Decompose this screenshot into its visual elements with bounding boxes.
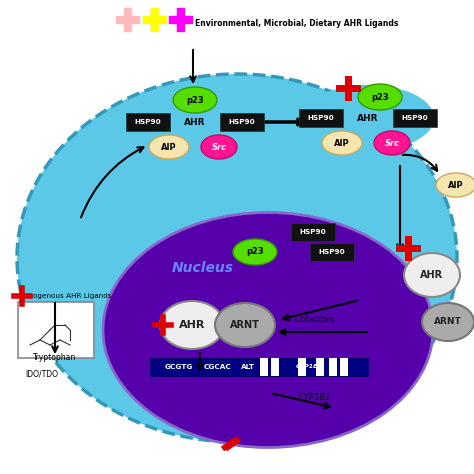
Bar bbox=[18, 302, 94, 358]
Ellipse shape bbox=[322, 131, 362, 155]
Text: Src: Src bbox=[211, 143, 227, 152]
Ellipse shape bbox=[215, 303, 275, 347]
Bar bbox=[299, 109, 343, 127]
Text: ARNT: ARNT bbox=[434, 318, 462, 327]
Ellipse shape bbox=[17, 74, 457, 442]
Bar bbox=[126, 113, 170, 131]
Bar bbox=[298, 358, 306, 376]
Ellipse shape bbox=[201, 135, 237, 159]
Ellipse shape bbox=[436, 173, 474, 197]
Text: CYP1B1: CYP1B1 bbox=[295, 365, 323, 370]
Text: CYP1B1: CYP1B1 bbox=[299, 393, 331, 402]
Text: ALT: ALT bbox=[241, 364, 255, 370]
Text: p23: p23 bbox=[246, 247, 264, 256]
Bar bbox=[310, 243, 354, 261]
Text: AHR: AHR bbox=[357, 113, 379, 122]
Text: HSP90: HSP90 bbox=[319, 249, 346, 255]
Text: AHR: AHR bbox=[184, 118, 206, 127]
Ellipse shape bbox=[160, 301, 224, 349]
Text: AIP: AIP bbox=[334, 138, 350, 147]
Bar bbox=[316, 358, 324, 376]
Ellipse shape bbox=[358, 84, 402, 110]
Text: p23: p23 bbox=[186, 95, 204, 104]
Bar bbox=[393, 109, 437, 127]
Ellipse shape bbox=[404, 253, 460, 297]
Text: Nucleus: Nucleus bbox=[172, 261, 234, 275]
Ellipse shape bbox=[149, 135, 189, 159]
Text: HSP90: HSP90 bbox=[401, 115, 428, 121]
Text: AIP: AIP bbox=[161, 143, 177, 152]
Text: Environmental, Microbial, Dietary AHR Ligands: Environmental, Microbial, Dietary AHR Li… bbox=[195, 18, 398, 27]
Ellipse shape bbox=[103, 212, 433, 447]
Bar bbox=[340, 358, 348, 376]
Text: AIP: AIP bbox=[448, 181, 464, 190]
Bar bbox=[260, 358, 268, 376]
Ellipse shape bbox=[130, 93, 260, 157]
Text: ogenous AHR Ligands: ogenous AHR Ligands bbox=[33, 293, 111, 299]
Text: Src: Src bbox=[384, 138, 400, 147]
Bar bbox=[329, 358, 337, 376]
Text: Tryptophan: Tryptophan bbox=[33, 353, 77, 362]
Text: p23: p23 bbox=[371, 92, 389, 101]
Ellipse shape bbox=[173, 87, 217, 113]
Bar bbox=[220, 113, 264, 131]
Text: AHR: AHR bbox=[179, 320, 205, 330]
Ellipse shape bbox=[422, 303, 474, 341]
Text: AHR: AHR bbox=[420, 270, 444, 280]
Ellipse shape bbox=[374, 131, 410, 155]
Text: CGCAC: CGCAC bbox=[204, 364, 232, 370]
Bar bbox=[271, 358, 279, 376]
Text: HSP90: HSP90 bbox=[228, 119, 255, 125]
Bar bbox=[150, 358, 368, 376]
Ellipse shape bbox=[303, 86, 433, 150]
Text: GCGTG: GCGTG bbox=[165, 364, 193, 370]
Bar bbox=[291, 223, 335, 241]
Text: HSP90: HSP90 bbox=[308, 115, 334, 121]
Text: HSP90: HSP90 bbox=[135, 119, 161, 125]
Text: IDO/TDO: IDO/TDO bbox=[26, 370, 58, 379]
Ellipse shape bbox=[233, 239, 277, 265]
Text: + Cofactors: + Cofactors bbox=[285, 316, 335, 325]
Text: ARNT: ARNT bbox=[230, 320, 260, 330]
Text: HSP90: HSP90 bbox=[300, 229, 326, 235]
